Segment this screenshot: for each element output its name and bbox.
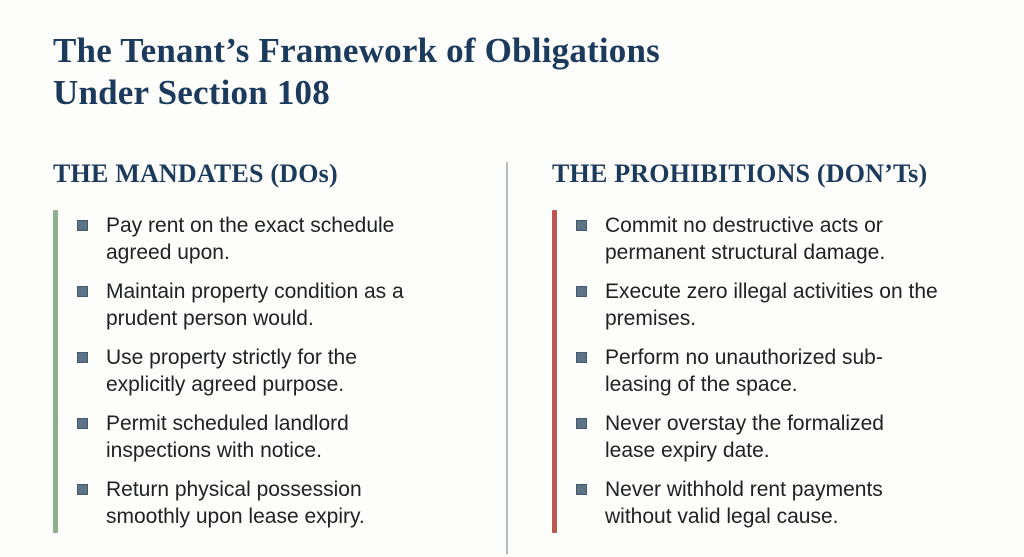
- list-item-text: Maintain property condition as a prudent…: [106, 280, 404, 330]
- list-item: Execute zero illegal activities on the p…: [576, 278, 939, 332]
- column-divider: [505, 162, 508, 554]
- list-item-text: Never withhold rent payments without val…: [605, 478, 883, 528]
- list-item-text: Perform no unauthorized sub-leasing of t…: [605, 346, 883, 396]
- list-item-text: Commit no destructive acts or permanent …: [605, 214, 886, 264]
- square-bullet-icon: [576, 220, 587, 231]
- mandates-list: Pay rent on the exact schedule agreed up…: [53, 210, 483, 533]
- square-bullet-icon: [576, 352, 587, 363]
- list-item: Permit scheduled landlord inspections wi…: [77, 410, 440, 464]
- square-bullet-icon: [77, 484, 88, 495]
- list-item-text: Pay rent on the exact schedule agreed up…: [106, 214, 395, 264]
- mandates-heading: THE MANDATES (DOs): [53, 159, 338, 188]
- prohibitions-items: Commit no destructive acts or permanent …: [576, 210, 939, 533]
- list-item: Use property strictly for the explicitly…: [77, 344, 440, 398]
- list-item-text: Use property strictly for the explicitly…: [106, 346, 357, 396]
- column-mandates: THE MANDATES (DOs) Pay rent on the exact…: [53, 160, 483, 554]
- page-title: The Tenant’s Framework of Obligations Un…: [53, 30, 970, 114]
- two-column-layout: THE MANDATES (DOs) Pay rent on the exact…: [53, 160, 970, 554]
- square-bullet-icon: [576, 418, 587, 429]
- list-item: Commit no destructive acts or permanent …: [576, 212, 939, 266]
- square-bullet-icon: [77, 418, 88, 429]
- column-prohibitions: THE PROHIBITIONS (DON’Ts) Commit no dest…: [530, 160, 970, 554]
- square-bullet-icon: [77, 220, 88, 231]
- prohibitions-list: Commit no destructive acts or permanent …: [552, 210, 970, 533]
- mandates-items: Pay rent on the exact schedule agreed up…: [77, 210, 440, 533]
- square-bullet-icon: [576, 484, 587, 495]
- list-item-text: Never overstay the formalized lease expi…: [605, 412, 884, 462]
- page-title-line-1: The Tenant’s Framework of Obligations: [53, 31, 660, 70]
- square-bullet-icon: [77, 352, 88, 363]
- list-item: Never withhold rent payments without val…: [576, 476, 939, 530]
- list-item: Never overstay the formalized lease expi…: [576, 410, 939, 464]
- square-bullet-icon: [576, 286, 587, 297]
- square-bullet-icon: [77, 286, 88, 297]
- page-title-line-2: Under Section 108: [53, 73, 330, 112]
- list-item: Pay rent on the exact schedule agreed up…: [77, 212, 440, 266]
- list-item-text: Permit scheduled landlord inspections wi…: [106, 412, 349, 462]
- list-item-text: Return physical possession smoothly upon…: [106, 478, 365, 528]
- list-item-text: Execute zero illegal activities on the p…: [605, 280, 938, 330]
- list-item: Maintain property condition as a prudent…: [77, 278, 440, 332]
- list-item: Perform no unauthorized sub-leasing of t…: [576, 344, 939, 398]
- red-accent-bar: [552, 210, 557, 533]
- green-accent-bar: [53, 210, 58, 533]
- prohibitions-heading: THE PROHIBITIONS (DON’Ts): [552, 159, 928, 188]
- list-item: Return physical possession smoothly upon…: [77, 476, 440, 530]
